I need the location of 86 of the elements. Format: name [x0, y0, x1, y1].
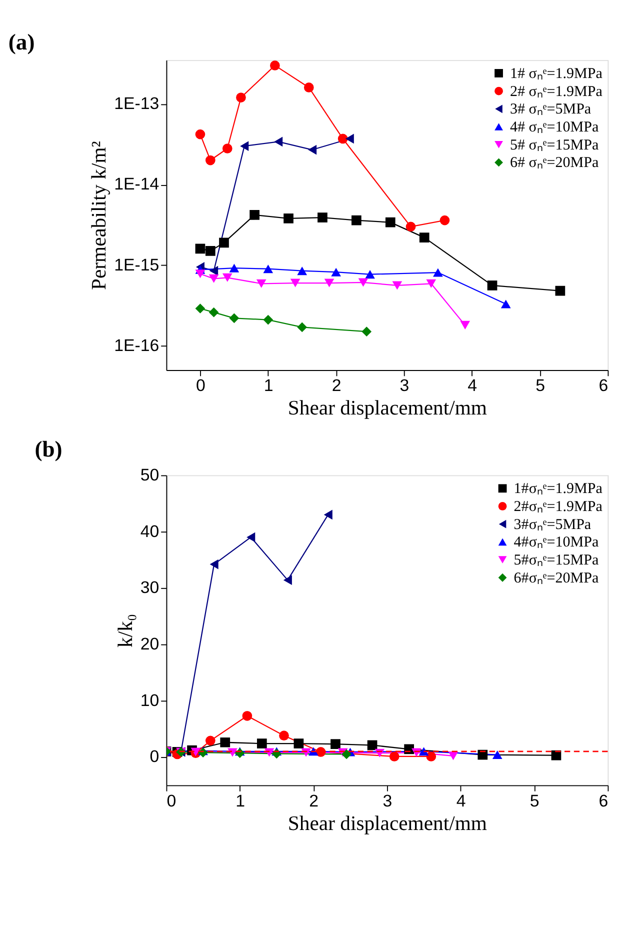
point	[345, 134, 354, 144]
legend-label: 2# σₙᵉ=1.9MPa	[510, 84, 603, 100]
chart-title: (a)	[8, 30, 35, 55]
point	[555, 286, 566, 296]
point	[500, 300, 511, 308]
x-tick-label: 6	[598, 791, 608, 810]
legend-label: 5# σₙᵉ=15MPa	[510, 137, 599, 154]
point	[487, 280, 498, 290]
point	[297, 322, 308, 332]
legend-label: 2#σₙᵉ=1.9MPa	[514, 498, 603, 515]
point	[222, 144, 232, 154]
y-tick-label: 1E-14	[114, 174, 160, 194]
y-tick-label: 50	[140, 465, 160, 484]
point	[208, 307, 219, 318]
point	[208, 274, 219, 283]
y-tick-label: 10	[140, 690, 160, 710]
x-tick-label: 6	[598, 376, 608, 396]
y-axis-title: Permeability k/m²	[88, 141, 111, 290]
x-tick-label: 3	[400, 376, 410, 396]
point	[419, 232, 430, 242]
point	[440, 215, 450, 226]
point	[195, 270, 206, 278]
legend-label: 3#σₙᵉ=5MPa	[514, 516, 592, 533]
legend-label: 1#σₙᵉ=1.9MPa	[514, 481, 603, 498]
legend-label: 1# σₙᵉ=1.9MPa	[510, 66, 603, 82]
point	[222, 273, 232, 282]
x-tick-label: 5	[536, 376, 545, 396]
legend-label: 6# σₙᵉ=20MPa	[510, 155, 599, 172]
point	[195, 129, 206, 140]
point	[290, 278, 300, 288]
point	[250, 210, 260, 220]
chart-title: (b)	[34, 436, 62, 462]
point	[385, 217, 396, 228]
legend-label: 6#σₙᵉ=20MPa	[514, 570, 599, 586]
point	[205, 155, 216, 166]
y-tick-label: 0	[150, 747, 160, 766]
point	[274, 136, 283, 147]
x-tick-label: 0	[166, 791, 176, 810]
point	[284, 213, 294, 224]
y-axis-title: k/k₀	[114, 614, 137, 648]
point	[195, 244, 206, 254]
point	[308, 144, 317, 155]
point	[240, 141, 249, 152]
point	[297, 266, 308, 276]
x-tick-label: 2	[332, 376, 342, 396]
x-tick-label: 4	[468, 376, 478, 396]
point	[426, 279, 436, 288]
point	[304, 82, 314, 92]
x-tick-label: 0	[196, 376, 206, 396]
x-tick-label: 3	[382, 791, 392, 810]
point	[263, 264, 274, 274]
point	[195, 304, 206, 314]
y-tick-label: 40	[140, 522, 160, 541]
x-axis-title: Shear displacement/mm	[288, 398, 487, 420]
y-tick-label: 30	[140, 578, 160, 598]
point	[229, 313, 240, 324]
point	[205, 246, 216, 256]
y-tick-label: 1E-13	[114, 94, 160, 114]
y-tick-label: 1E-15	[114, 255, 160, 274]
legend-label: 5#σₙᵉ=15MPa	[514, 552, 599, 568]
point	[229, 264, 240, 272]
point	[460, 320, 470, 330]
x-axis-title: Shear displacement/mm	[288, 812, 487, 835]
x-tick-label: 1	[264, 376, 274, 396]
point	[433, 268, 443, 277]
y-tick-label: 1E-16	[114, 336, 160, 355]
y-tick-label: 20	[140, 634, 160, 654]
x-tick-label: 5	[530, 791, 540, 810]
point	[362, 326, 372, 336]
point	[392, 281, 402, 290]
point	[406, 222, 416, 232]
x-tick-label: 2	[309, 791, 319, 810]
legend-label: 3# σₙᵉ=5MPa	[510, 102, 592, 118]
legend-label: 4# σₙᵉ=10MPa	[510, 119, 599, 136]
point	[338, 134, 348, 144]
point	[352, 215, 362, 226]
point	[210, 266, 218, 276]
point	[219, 238, 229, 248]
point	[263, 314, 274, 325]
point	[324, 278, 334, 288]
point	[270, 60, 280, 70]
x-tick-label: 1	[236, 791, 246, 810]
point	[358, 278, 368, 287]
point	[256, 279, 266, 288]
x-tick-label: 4	[456, 791, 466, 810]
legend-label: 4#σₙᵉ=10MPa	[514, 534, 599, 551]
